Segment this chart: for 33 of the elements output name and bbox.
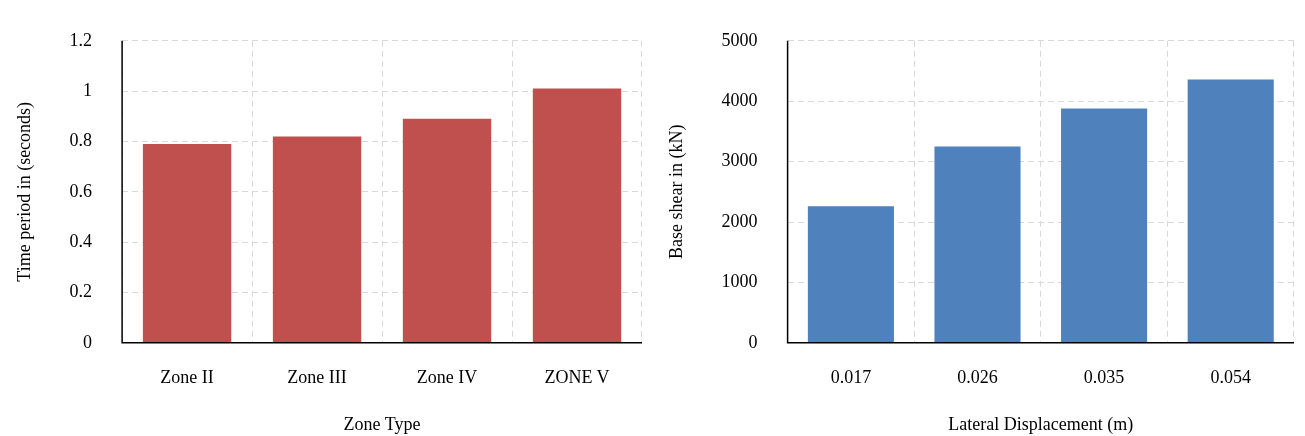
x-tick-label: Zone IV xyxy=(416,367,478,388)
bar xyxy=(934,146,1021,343)
y-tick-label: 2000 xyxy=(721,210,758,231)
y-tick-label: 3000 xyxy=(721,150,758,171)
y-tick-label: 1 xyxy=(83,79,93,100)
x-tick-label: ZONE V xyxy=(544,367,610,388)
bar xyxy=(532,88,622,343)
y-tick-label: 5000 xyxy=(721,29,758,50)
bar xyxy=(272,136,362,343)
bar xyxy=(807,206,894,343)
bar xyxy=(1187,79,1274,343)
y-tick-label: 4000 xyxy=(721,89,758,110)
y-axis-title: Time period in (seconds) xyxy=(13,101,35,282)
x-tick-label: Zone II xyxy=(160,367,214,388)
y-tick-label: 0.8 xyxy=(69,130,93,151)
bar xyxy=(142,143,232,343)
y-tick-label: 1000 xyxy=(721,271,758,292)
bar xyxy=(402,118,492,343)
x-tick-label: Zone III xyxy=(287,367,347,388)
x-axis-title: Zone Type xyxy=(343,413,421,434)
y-axis-title: Base shear in (kN) xyxy=(665,124,687,260)
y-tick-label: 0 xyxy=(83,331,93,352)
y-tick-label: 0 xyxy=(748,331,758,352)
y-tick-label: 0.6 xyxy=(69,180,93,201)
y-tick-label: 0.4 xyxy=(69,230,93,251)
y-tick-label: 1.2 xyxy=(69,29,93,50)
bar xyxy=(1061,108,1148,343)
x-tick-label: 0.054 xyxy=(1210,367,1251,388)
x-tick-label: 0.017 xyxy=(830,367,872,388)
x-tick-label: 0.035 xyxy=(1083,367,1125,388)
x-tick-label: 0.026 xyxy=(957,367,998,388)
x-axis-title: Lateral Displacement (m) xyxy=(948,413,1134,435)
y-tick-label: 0.2 xyxy=(69,281,93,302)
